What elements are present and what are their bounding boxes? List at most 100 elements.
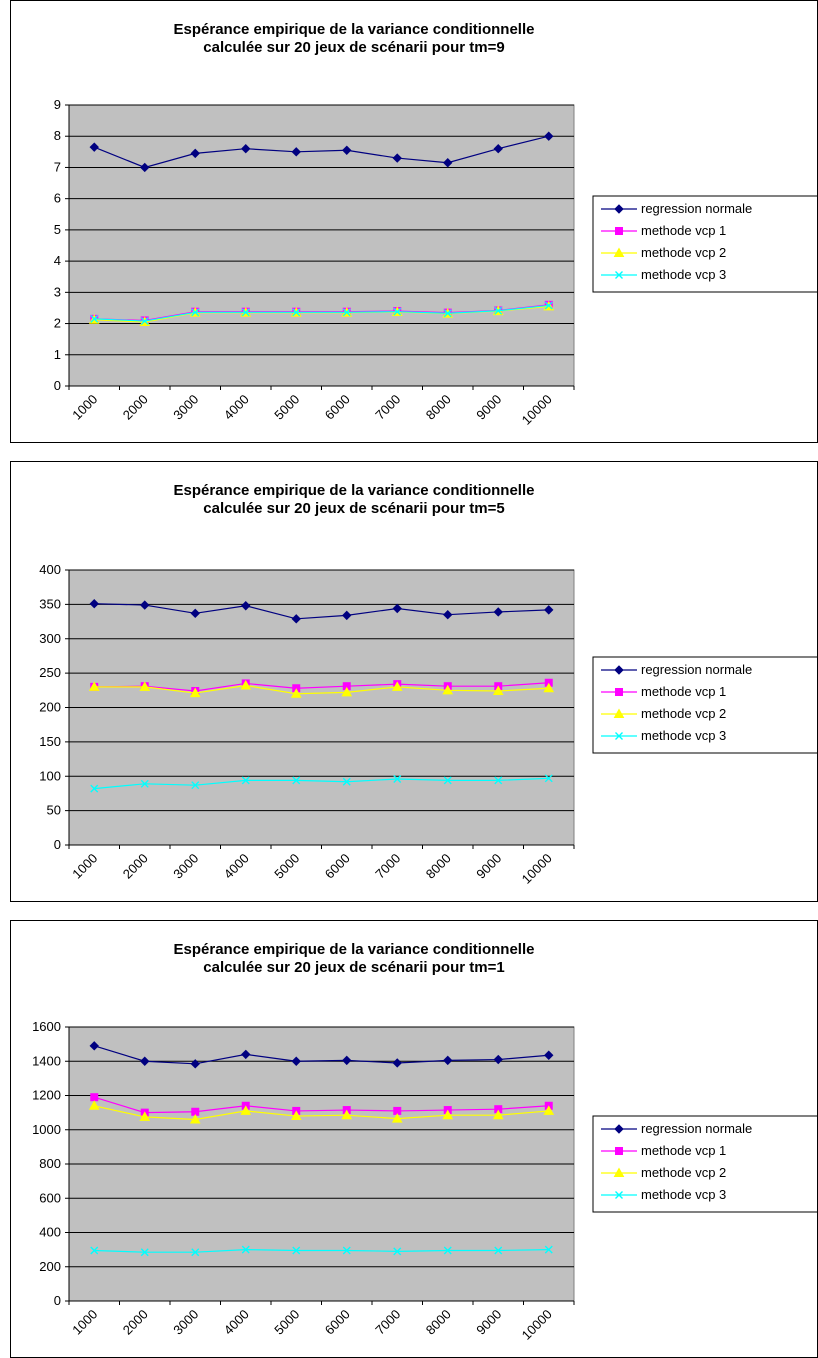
data-point bbox=[139, 681, 151, 691]
data-point bbox=[443, 158, 453, 168]
legend-box bbox=[592, 656, 817, 754]
y-tick-label: 4 bbox=[54, 253, 61, 268]
data-point bbox=[292, 308, 301, 317]
series-line bbox=[94, 684, 549, 695]
series-line bbox=[94, 135, 549, 169]
data-point bbox=[392, 603, 402, 614]
data-point bbox=[139, 1111, 151, 1121]
data-point bbox=[140, 779, 149, 788]
y-tick-label: 8 bbox=[54, 128, 61, 143]
data-point bbox=[189, 687, 201, 698]
legend-box bbox=[592, 1115, 817, 1213]
data-point bbox=[89, 142, 99, 152]
chart-panel-tm5: Espérance empirique de la variance condi… bbox=[10, 461, 818, 902]
legend: regression normale methode vcp 1 methode v… bbox=[592, 195, 817, 293]
x-tick-label: 1000 bbox=[69, 392, 100, 423]
x-tick-label: 5000 bbox=[271, 392, 302, 423]
legend-marker bbox=[615, 688, 623, 696]
data-point bbox=[140, 1248, 149, 1257]
legend-entry: methode vcp 2 bbox=[641, 706, 726, 721]
y-tick-label: 350 bbox=[39, 596, 61, 611]
data-point bbox=[493, 607, 503, 617]
data-point bbox=[443, 309, 452, 318]
x-tick-label: 8000 bbox=[423, 1307, 454, 1338]
data-point bbox=[190, 608, 200, 619]
legend-marker bbox=[615, 227, 623, 235]
series-line bbox=[94, 603, 549, 620]
x-tick-label: 10000 bbox=[519, 392, 555, 428]
y-tick-label: 0 bbox=[54, 1293, 61, 1308]
legend-marker bbox=[615, 732, 623, 740]
data-point bbox=[342, 1246, 351, 1255]
y-tick-label: 200 bbox=[39, 1259, 61, 1274]
series-regression-normale bbox=[89, 131, 554, 173]
series-methode-vcp-3 bbox=[90, 1245, 553, 1257]
legend-marker bbox=[613, 708, 625, 718]
x-tick-label: 3000 bbox=[170, 1307, 201, 1338]
series-line bbox=[94, 1045, 549, 1065]
data-point bbox=[240, 679, 252, 690]
series-methode-vcp-2 bbox=[88, 679, 555, 698]
chart-subtitle: calculée sur 20 jeux de scénarii pour tm… bbox=[203, 959, 504, 976]
x-tick-label: 7000 bbox=[372, 392, 403, 423]
x-tick-label: 8000 bbox=[423, 392, 454, 423]
series-line bbox=[94, 304, 549, 322]
data-point bbox=[393, 307, 402, 316]
series-regression-normale bbox=[89, 1041, 554, 1069]
x-tick-label: 5000 bbox=[271, 851, 302, 882]
x-tick-label: 7000 bbox=[372, 1307, 403, 1338]
data-point bbox=[292, 776, 301, 785]
data-point bbox=[544, 1245, 553, 1254]
data-point bbox=[290, 688, 302, 698]
data-point bbox=[241, 144, 251, 154]
x-tick-label: 3000 bbox=[170, 851, 201, 882]
series-regression-normale bbox=[89, 598, 554, 624]
x-tick-label: 7000 bbox=[372, 851, 403, 882]
series-methode-vcp-2 bbox=[88, 1100, 555, 1124]
legend-entry: methode vcp 3 bbox=[641, 267, 726, 282]
chart-title: Espérance empirique de la variance condi… bbox=[174, 941, 535, 958]
data-point bbox=[341, 1109, 353, 1120]
data-point bbox=[140, 1056, 150, 1066]
x-tick-label: 1000 bbox=[69, 851, 100, 882]
data-point bbox=[544, 605, 554, 615]
y-tick-label: 1400 bbox=[32, 1053, 61, 1068]
series-line bbox=[94, 1096, 549, 1114]
series-line bbox=[94, 1249, 549, 1253]
y-tick-label: 150 bbox=[39, 734, 61, 749]
data-point bbox=[191, 781, 200, 790]
data-point bbox=[544, 131, 554, 141]
y-tick-label: 9 bbox=[54, 97, 61, 112]
data-point bbox=[493, 144, 503, 154]
y-tick-label: 100 bbox=[39, 768, 61, 783]
data-point bbox=[240, 1105, 252, 1115]
plot-area bbox=[68, 104, 575, 387]
y-tick-label: 6 bbox=[54, 191, 61, 206]
data-point bbox=[140, 162, 150, 173]
y-tick-label: 2 bbox=[54, 316, 61, 331]
data-point bbox=[494, 1246, 503, 1255]
data-point bbox=[190, 1059, 200, 1069]
legend-marker bbox=[614, 665, 624, 675]
data-point bbox=[241, 776, 250, 785]
data-point bbox=[342, 777, 351, 786]
y-tick-label: 0 bbox=[54, 837, 61, 852]
data-point bbox=[190, 148, 200, 159]
data-point bbox=[90, 1093, 99, 1102]
x-tick-label: 9000 bbox=[473, 1307, 504, 1338]
series-line bbox=[94, 682, 549, 692]
x-tick-label: 5000 bbox=[271, 1307, 302, 1338]
data-point bbox=[342, 1055, 352, 1066]
chart-tm1: Espérance empirique de la variance condi… bbox=[32, 941, 817, 1343]
data-point bbox=[544, 774, 553, 783]
legend-marker bbox=[613, 247, 625, 257]
data-point bbox=[140, 600, 150, 610]
data-point bbox=[189, 1113, 201, 1124]
data-point bbox=[241, 1049, 251, 1060]
data-point bbox=[241, 1245, 250, 1254]
data-point bbox=[544, 301, 553, 310]
x-tick-label: 6000 bbox=[322, 851, 353, 882]
legend-entry: regression normale bbox=[641, 201, 752, 216]
data-point bbox=[292, 1246, 301, 1255]
y-tick-label: 0 bbox=[54, 378, 61, 393]
